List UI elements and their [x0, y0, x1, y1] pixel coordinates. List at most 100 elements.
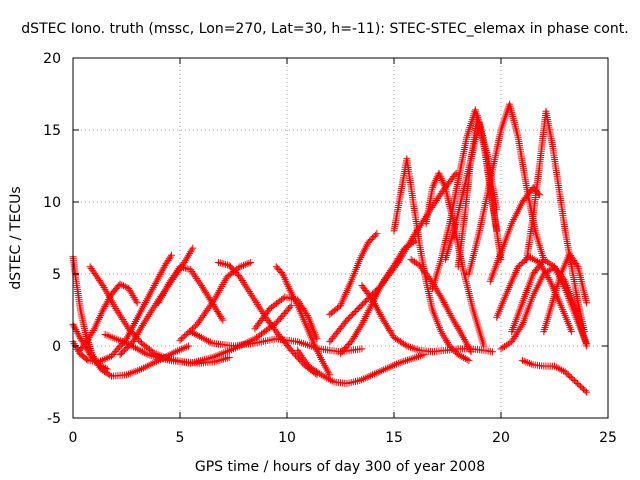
data-point — [280, 272, 288, 280]
data-point — [516, 261, 524, 269]
data-point — [432, 176, 440, 184]
data-point — [132, 332, 140, 340]
data-point — [354, 305, 362, 313]
data-point — [119, 348, 127, 356]
data-point — [118, 314, 126, 322]
data-point — [462, 339, 470, 347]
data-point — [140, 320, 148, 328]
data-point — [357, 302, 365, 310]
data-point — [371, 287, 379, 295]
data-point — [296, 350, 304, 358]
data-point — [464, 342, 472, 350]
data-point — [209, 298, 217, 306]
data-point — [440, 180, 448, 188]
data-point — [364, 238, 372, 246]
data-point — [246, 289, 254, 297]
data-point — [251, 297, 259, 305]
data-point — [452, 169, 460, 177]
data-point — [144, 312, 152, 320]
data-point — [89, 327, 97, 335]
data-point — [435, 169, 443, 177]
data-point — [184, 329, 192, 337]
data-point — [369, 234, 377, 242]
data-point — [524, 359, 532, 367]
series-25 — [465, 100, 548, 278]
data-point — [302, 359, 310, 367]
data-point — [463, 355, 471, 363]
data-point — [123, 339, 130, 347]
data-point — [567, 374, 575, 382]
y-tick-label: 15 — [43, 123, 61, 139]
data-point — [174, 266, 182, 274]
data-point — [182, 330, 190, 338]
data-point — [130, 293, 138, 301]
data-point — [129, 292, 137, 300]
series-30 — [523, 107, 588, 336]
data-point — [101, 302, 109, 310]
data-point — [89, 352, 97, 360]
data-point — [517, 260, 525, 268]
data-point — [145, 311, 153, 319]
data-point — [118, 349, 126, 357]
data-point — [187, 326, 195, 334]
data-layer — [69, 100, 591, 396]
data-point — [370, 233, 378, 241]
data-point — [75, 331, 83, 339]
data-point — [437, 293, 445, 301]
data-point — [163, 282, 171, 290]
data-point — [294, 346, 302, 354]
data-point — [70, 322, 78, 330]
data-point — [236, 263, 244, 271]
data-point — [573, 379, 581, 387]
data-point — [460, 335, 468, 343]
data-point — [543, 268, 551, 276]
data-point — [186, 249, 194, 257]
data-point — [241, 261, 249, 269]
data-point — [148, 307, 156, 315]
data-point — [349, 310, 357, 318]
data-point — [154, 274, 162, 282]
data-point — [131, 295, 139, 303]
data-point — [436, 291, 444, 299]
data-point — [201, 335, 209, 343]
data-point — [501, 342, 509, 350]
data-point — [377, 312, 385, 320]
data-point — [543, 258, 551, 266]
data-point — [573, 261, 581, 269]
data-point — [190, 323, 198, 331]
data-point — [245, 288, 253, 296]
data-point — [369, 296, 377, 304]
data-point — [205, 337, 213, 345]
data-point — [116, 351, 124, 359]
data-point — [569, 375, 577, 383]
data-point — [219, 316, 227, 324]
data-point — [443, 304, 451, 312]
data-point — [84, 336, 92, 344]
data-point — [238, 277, 246, 285]
data-point — [326, 371, 334, 379]
data-point — [143, 314, 151, 322]
data-point — [439, 297, 447, 305]
data-point — [106, 371, 114, 379]
data-point — [178, 335, 186, 343]
data-point — [506, 339, 514, 347]
data-point — [166, 253, 174, 261]
data-point — [114, 308, 122, 316]
data-point — [159, 290, 167, 298]
data-point — [519, 258, 527, 266]
data-point — [121, 283, 129, 291]
data-point — [437, 328, 445, 336]
x-tick-label: 20 — [492, 430, 510, 446]
data-point — [343, 316, 351, 324]
data-point — [374, 307, 382, 315]
data-point — [151, 280, 159, 288]
data-point — [581, 387, 589, 395]
data-point — [76, 333, 84, 341]
data-point — [429, 202, 437, 210]
data-point — [194, 331, 202, 339]
data-point — [189, 269, 197, 277]
data-point — [241, 280, 249, 288]
data-point — [88, 351, 96, 359]
y-tick-label: 5 — [52, 267, 61, 283]
data-point — [522, 358, 530, 366]
